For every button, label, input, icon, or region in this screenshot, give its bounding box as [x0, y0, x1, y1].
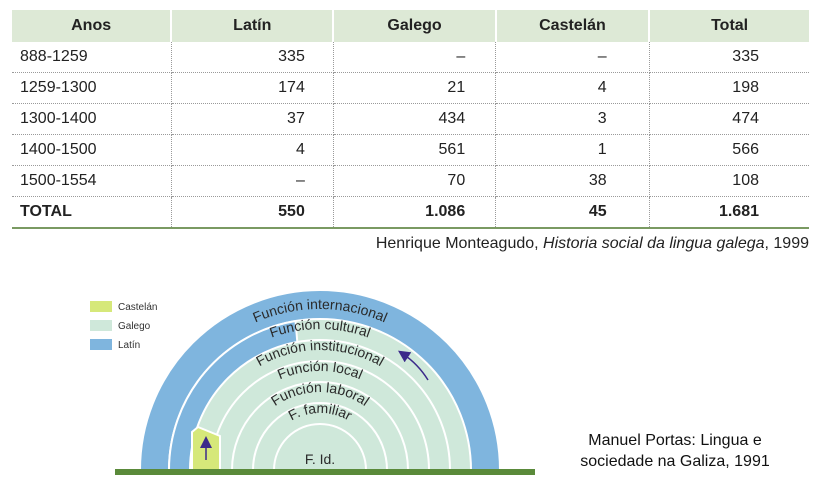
cell-latin: – [171, 165, 334, 197]
table-source-credit: Henrique Monteagudo, Historia social da … [376, 235, 809, 253]
cell-latin: 174 [171, 72, 334, 104]
cell-total: 198 [649, 72, 809, 104]
semicircle-rings [138, 289, 502, 471]
cell-castelan: 4 [495, 72, 650, 104]
header-galego: Galego [333, 10, 497, 42]
legend-label-latin: Latín [118, 340, 140, 351]
cell-castelan: 3 [495, 103, 650, 135]
ring-label-familiar: F. familiar [286, 400, 356, 424]
header-latin: Latín [171, 10, 335, 42]
cell-total: 335 [649, 42, 809, 73]
header-anos: Anos [12, 10, 173, 42]
ring-id [272, 423, 368, 471]
credit-title: Historia social da lingua galega [543, 235, 765, 252]
cell-latin: 335 [171, 42, 334, 73]
cell-castelan: 38 [495, 165, 650, 197]
arrow-curve-icon [398, 350, 429, 381]
ring-label-id: F. Id. [305, 451, 335, 467]
cell-total-label: TOTAL [12, 196, 172, 229]
table-row: 1500-1554 – 70 38 108 [12, 165, 809, 197]
cell-castelan: 1 [495, 134, 650, 166]
table-header-row: Anos Latín Galego Castelán Total [12, 10, 809, 42]
cell-galego: 561 [333, 134, 497, 166]
legend-swatch-galego [90, 320, 112, 331]
cell-galego: – [333, 42, 497, 73]
language-documents-table: Anos Latín Galego Castelán Total 888-125… [12, 10, 809, 229]
header-castelan: Castelán [495, 10, 651, 42]
legend-swatch-castelan [90, 301, 112, 312]
cell-period: 1400-1500 [12, 134, 172, 166]
credit-author: Henrique Monteagudo, [375, 235, 544, 252]
legend-label-castelan: Castelán [118, 302, 157, 313]
header-total: Total [649, 10, 809, 42]
cell-total-total: 1.681 [649, 196, 809, 229]
cell-total-latin: 550 [171, 196, 334, 229]
cell-galego: 70 [333, 165, 497, 197]
cell-total: 566 [649, 134, 809, 166]
credit-year: , 1999 [764, 235, 809, 252]
cell-galego: 434 [333, 103, 497, 135]
cell-period: 1300-1400 [12, 103, 172, 135]
cell-total: 474 [649, 103, 809, 135]
credit2-line2: sociedade na Galiza, 1991 [580, 453, 770, 470]
legend: Castelán Galego Latín [90, 301, 157, 351]
cell-latin: 37 [171, 103, 334, 135]
diagram-source-credit: Manuel Portas: Lingua e sociedade na Gal… [560, 430, 790, 472]
table-row: 1400-1500 4 561 1 566 [12, 134, 809, 166]
semicircle-diagram-svg: Castelán Galego Latín Función internacio… [90, 289, 535, 475]
legend-swatch-latin [90, 339, 112, 350]
data-table-container: Anos Latín Galego Castelán Total 888-125… [12, 10, 809, 229]
cell-latin: 4 [171, 134, 334, 166]
cell-total-galego: 1.086 [333, 196, 497, 229]
language-functions-diagram: Castelán Galego Latín Función internacio… [80, 280, 540, 485]
cell-period: 1259-1300 [12, 72, 172, 104]
cell-period: 1500-1554 [12, 165, 172, 197]
ground-line [115, 469, 535, 475]
arrows [200, 350, 429, 460]
cell-period: 888-1259 [12, 42, 172, 73]
table-row: 1300-1400 37 434 3 474 [12, 103, 809, 135]
legend-label-galego: Galego [118, 321, 151, 332]
cell-castelan: – [495, 42, 650, 73]
cell-total-castelan: 45 [495, 196, 650, 229]
cell-galego: 21 [333, 72, 497, 104]
cell-total: 108 [649, 165, 809, 197]
table-total-row: TOTAL 550 1.086 45 1.681 [12, 196, 809, 229]
credit2-line1: Manuel Portas: Lingua e [588, 432, 762, 449]
table-row: 888-1259 335 – – 335 [12, 42, 809, 73]
table-row: 1259-1300 174 21 4 198 [12, 72, 809, 104]
